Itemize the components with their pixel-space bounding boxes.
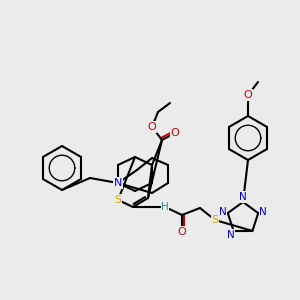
Text: O: O <box>148 122 156 132</box>
Text: N: N <box>259 206 267 217</box>
Text: O: O <box>171 128 179 138</box>
Text: O: O <box>178 227 186 237</box>
Text: N: N <box>227 230 235 240</box>
Text: N: N <box>114 178 122 188</box>
Text: N: N <box>114 178 122 188</box>
Text: S: S <box>212 215 219 225</box>
Text: N: N <box>239 192 247 202</box>
Text: N: N <box>219 206 227 217</box>
Text: H: H <box>161 202 169 212</box>
Text: O: O <box>244 90 252 100</box>
Text: S: S <box>114 195 122 205</box>
